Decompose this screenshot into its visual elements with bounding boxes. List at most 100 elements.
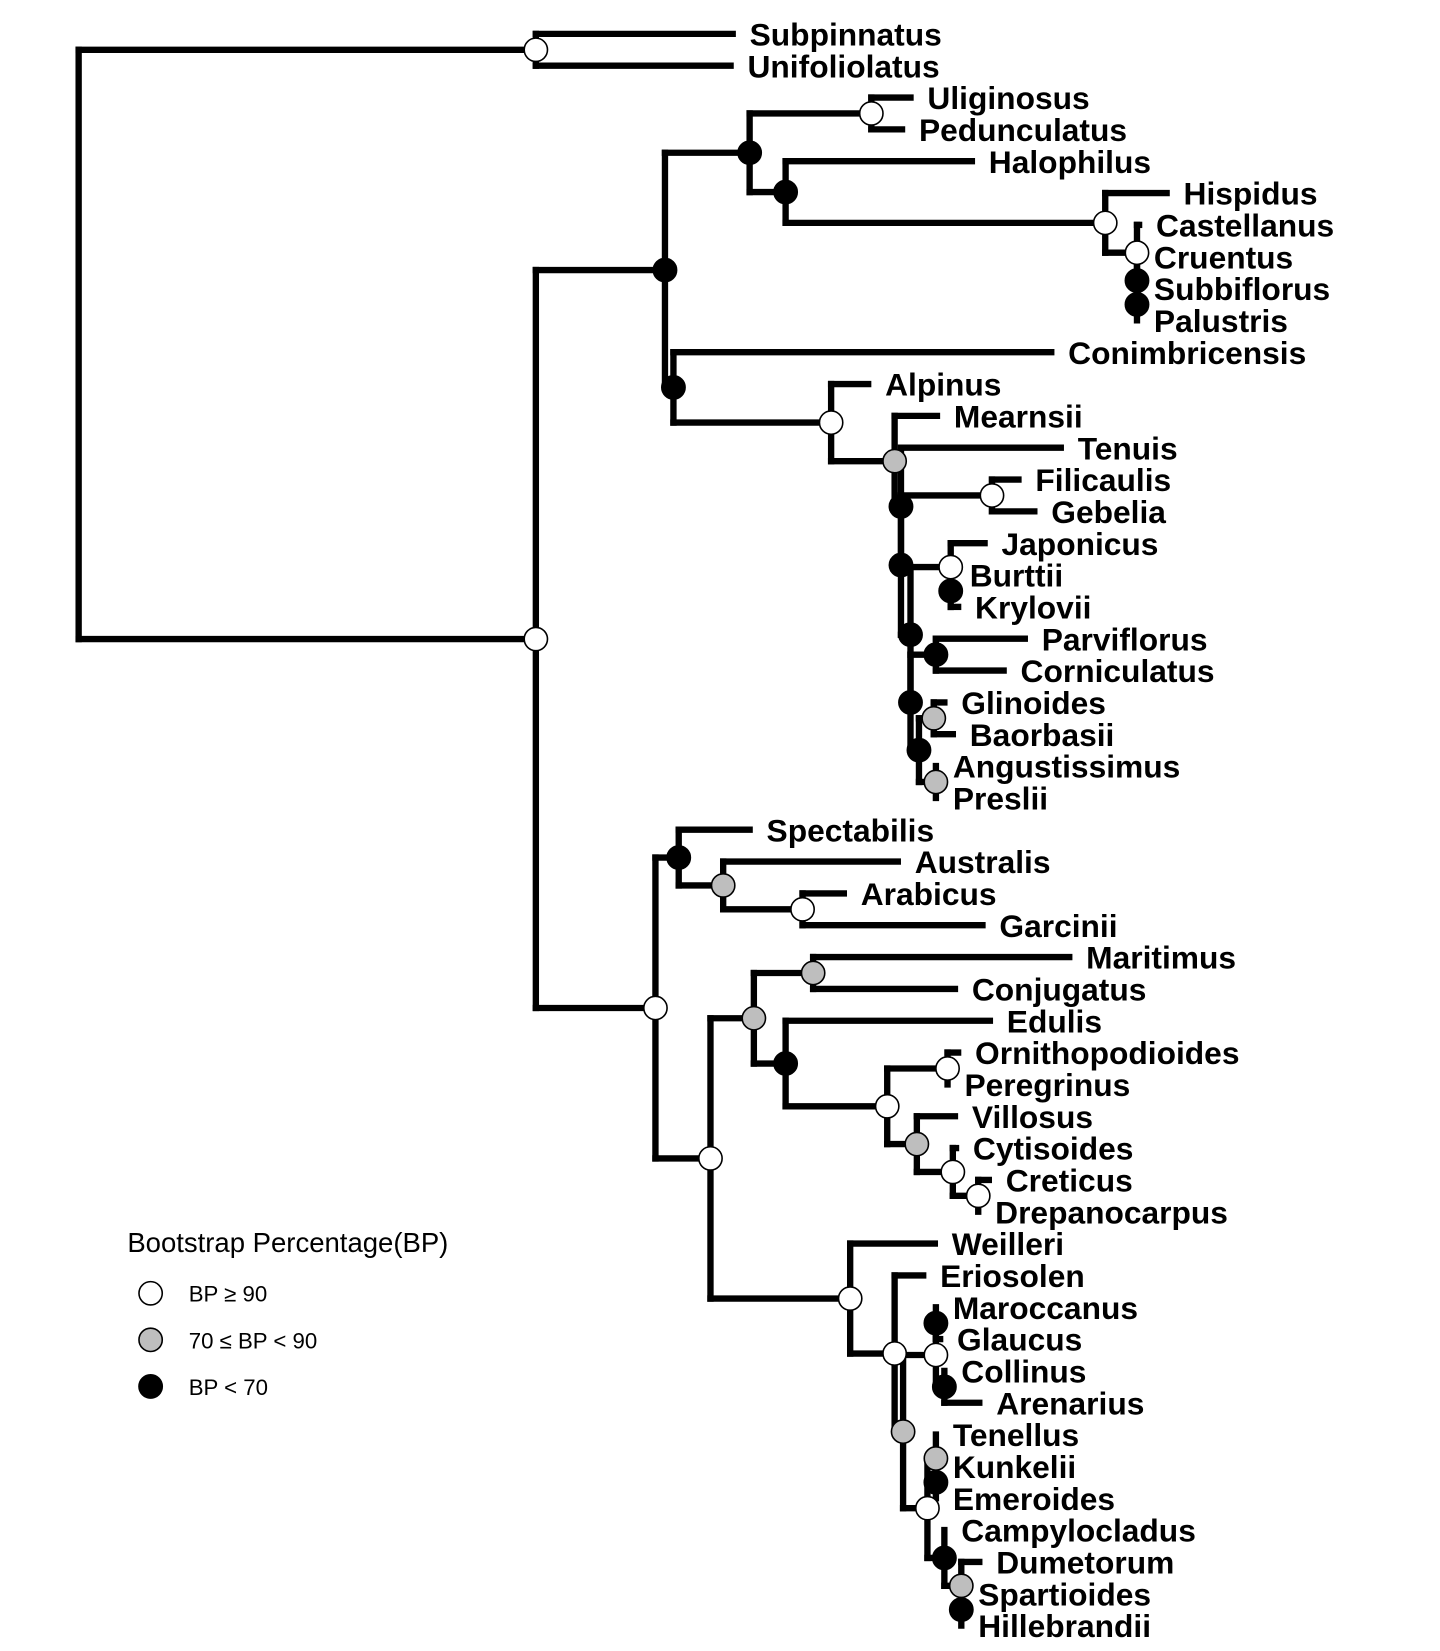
bootstrap-node-high <box>914 1495 940 1521</box>
tree-nodes <box>523 37 1150 1623</box>
leaf-label: Corniculatus <box>1021 653 1215 689</box>
leaf-label: Collinus <box>961 1354 1086 1390</box>
leaf-label: Baorbasii <box>970 717 1115 753</box>
leaf-label: Krylovii <box>975 590 1091 626</box>
leaf-label: Australis <box>915 844 1051 880</box>
bootstrap-node-high <box>874 1093 900 1119</box>
bootstrap-node-low <box>652 257 678 283</box>
leaf-label: Ornithopodioides <box>975 1035 1239 1071</box>
bootstrap-node-low <box>906 737 932 763</box>
bootstrap-node-low <box>931 1545 957 1571</box>
leaf-label: Arabicus <box>861 876 997 912</box>
leaf-label: Glaucus <box>957 1322 1082 1358</box>
leaf-label: Parviflorus <box>1042 621 1208 657</box>
legend: Bootstrap Percentage(BP) BP ≥ 90 70 ≤ BP… <box>127 1227 448 1400</box>
bootstrap-node-high <box>938 554 964 580</box>
leaf-label: Dumetorum <box>996 1545 1174 1581</box>
leaf-label: Edulis <box>1007 1003 1102 1039</box>
legend-label-high: BP ≥ 90 <box>189 1282 268 1307</box>
leaf-label: Drepanocarpus <box>995 1194 1228 1230</box>
leaf-label: Pedunculatus <box>919 112 1127 148</box>
leaf-label: Villosus <box>972 1099 1093 1135</box>
bootstrap-node-high <box>1092 210 1118 236</box>
bootstrap-node-low <box>923 1310 949 1336</box>
leaf-label: Filicaulis <box>1035 462 1171 498</box>
leaf-label: Gebelia <box>1051 494 1166 530</box>
leaf-label: Palustris <box>1154 303 1288 339</box>
leaf-label: Preslii <box>953 781 1048 817</box>
bootstrap-node-mid <box>741 1005 767 1031</box>
legend-title: Bootstrap Percentage(BP) <box>127 1227 448 1258</box>
bootstrap-node-low <box>737 140 763 166</box>
leaf-label: Cruentus <box>1154 239 1293 275</box>
leaf-label: Cytisoides <box>973 1131 1134 1167</box>
leaf-label: Peregrinus <box>964 1067 1130 1103</box>
bootstrap-node-mid <box>800 960 826 986</box>
leaf-label: Angustissimus <box>953 749 1180 785</box>
leaf-label: Creticus <box>1006 1163 1133 1199</box>
bootstrap-node-high <box>858 101 884 126</box>
leaf-label: Alpinus <box>885 367 1001 403</box>
leaf-label: Subbiflorus <box>1154 271 1330 307</box>
leaf-label: Japonicus <box>1002 526 1159 562</box>
bootstrap-node-mid <box>710 873 736 898</box>
leaf-label: Tenuis <box>1078 430 1178 466</box>
leaf-label: Maroccanus <box>953 1290 1138 1326</box>
bootstrap-node-mid <box>923 769 949 795</box>
leaf-label: Eriosolen <box>940 1258 1085 1294</box>
bootstrap-node-mid <box>923 1446 949 1471</box>
bootstrap-node-low <box>1124 268 1150 294</box>
bootstrap-node-low <box>948 1597 974 1623</box>
bootstrap-node-high <box>882 1341 908 1366</box>
leaf-label: Conjugatus <box>972 972 1147 1008</box>
bootstrap-node-low <box>938 578 964 604</box>
bootstrap-node-mid <box>921 705 947 731</box>
legend-high-support-icon <box>138 1280 164 1306</box>
leaf-label: Kunkelii <box>953 1449 1076 1485</box>
bootstrap-node-low <box>666 845 692 871</box>
bootstrap-node-low <box>660 374 686 400</box>
leaf-label: Garcinii <box>999 908 1117 944</box>
bootstrap-node-high <box>923 1342 949 1368</box>
bootstrap-node-low <box>898 689 923 715</box>
bootstrap-node-high <box>698 1145 723 1171</box>
leaf-label: Castellanus <box>1156 208 1334 244</box>
bootstrap-node-low <box>888 552 914 578</box>
legend-label-mid: 70 ≤ BP < 90 <box>189 1328 318 1353</box>
bootstrap-node-high <box>818 410 844 436</box>
bootstrap-node-high <box>965 1183 991 1209</box>
leaf-label: Arenarius <box>996 1385 1144 1421</box>
bootstrap-node-low <box>888 493 914 519</box>
leaf-label: Campylocladus <box>961 1513 1196 1549</box>
bootstrap-node-high <box>523 37 549 63</box>
leaf-label: Halophilus <box>989 144 1151 180</box>
leaf-label: Emeroides <box>953 1481 1115 1517</box>
bootstrap-node-high <box>643 995 668 1021</box>
bootstrap-node-high <box>940 1159 966 1185</box>
legend-label-low: BP < 70 <box>189 1375 268 1400</box>
legend-low-support-icon <box>138 1373 164 1399</box>
leaf-label: Hillebrandii <box>978 1608 1151 1644</box>
leaf-label: Spartioides <box>978 1576 1151 1612</box>
leaf-label: Burttii <box>970 558 1063 594</box>
bootstrap-node-high <box>935 1056 960 1081</box>
bootstrap-node-high <box>790 896 815 922</box>
bootstrap-node-mid <box>890 1419 916 1445</box>
bootstrap-node-low <box>1124 292 1150 317</box>
bootstrap-node-low <box>898 622 923 648</box>
tree-leaf-labels: SubpinnatusUnifoliolatusUliginosusPedunc… <box>748 17 1335 1645</box>
bootstrap-node-high <box>979 483 1005 508</box>
leaf-label: Spectabilis <box>767 812 935 848</box>
bootstrap-node-low <box>773 179 799 205</box>
bootstrap-node-low <box>923 1469 949 1495</box>
leaf-label: Maritimus <box>1086 940 1236 976</box>
leaf-label: Hispidus <box>1184 176 1318 212</box>
bootstrap-node-low <box>923 642 949 668</box>
bootstrap-node-high <box>523 626 549 652</box>
bootstrap-node-mid <box>882 448 908 474</box>
leaf-label: Tenellus <box>953 1417 1079 1453</box>
leaf-label: Unifoliolatus <box>748 48 940 84</box>
legend-mid-support-icon <box>138 1327 164 1353</box>
bootstrap-node-high <box>1124 240 1150 266</box>
